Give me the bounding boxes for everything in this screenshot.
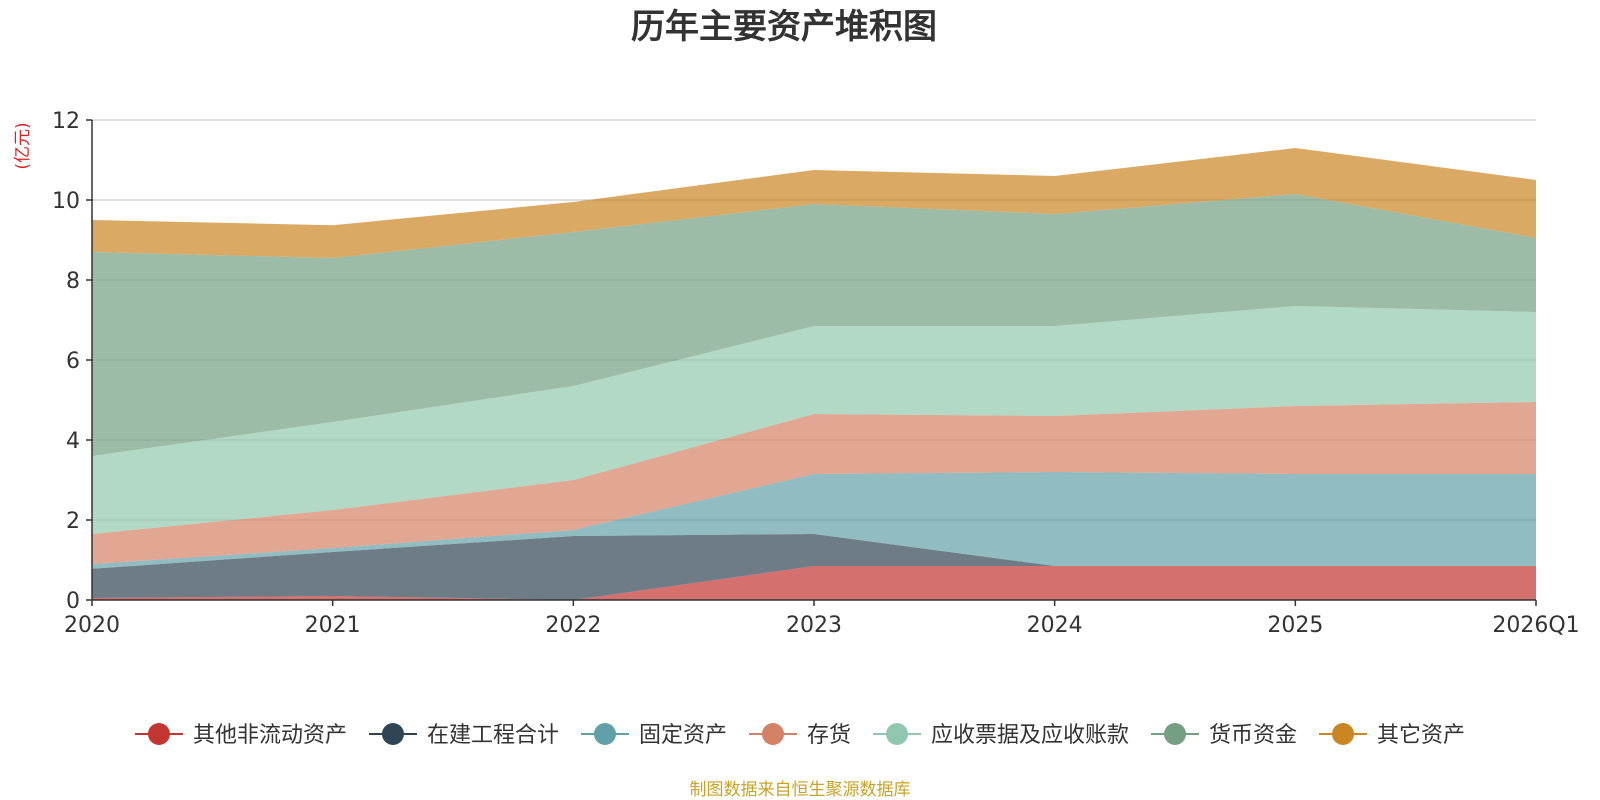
legend-item-6[interactable]: 其它资产	[1319, 723, 1465, 748]
y-tick-label-0: 0	[66, 589, 80, 614]
legend-label-2: 固定资产	[639, 723, 727, 748]
legend-marker-2	[593, 723, 616, 745]
legend-marker-4	[886, 723, 909, 745]
area-series-0	[92, 566, 1536, 600]
x-tick-label-2: 2022	[545, 613, 601, 638]
x-tick-label-0: 2020	[64, 613, 120, 638]
area-series-3	[92, 402, 1536, 564]
legend-label-0: 其他非流动资产	[193, 723, 347, 748]
x-tick-label-6: 2026Q1	[1492, 613, 1579, 638]
chart-title: 历年主要资产堆积图	[631, 7, 937, 47]
legend-item-1[interactable]: 在建工程合计	[368, 723, 559, 748]
legend-marker-3	[761, 723, 784, 745]
x-tick-label-4: 2024	[1027, 613, 1083, 638]
area-series-2	[92, 472, 1536, 569]
legend-marker-1	[381, 723, 404, 745]
legend-item-3[interactable]: 存货	[748, 723, 851, 748]
y-tick-label-2: 4	[66, 429, 80, 454]
x-tick-label-1: 2021	[305, 613, 361, 638]
legend-marker-6	[1332, 723, 1355, 745]
axes: 0 2 4 6 8 10 12 2020 2021 2022 2023 2024 2025 2026Q1	[52, 109, 1580, 638]
y-tick-label-5: 10	[52, 189, 80, 214]
area-series-5	[92, 194, 1536, 456]
source-note: 制图数据来自恒生聚源数据库	[690, 780, 911, 800]
area-series-1	[92, 534, 1536, 600]
y-tick-label-6: 12	[52, 109, 80, 134]
legend-item-0[interactable]: 其他非流动资产	[134, 723, 347, 748]
area-series-4	[92, 306, 1536, 534]
legend-marker-0	[147, 723, 170, 745]
legend-item-4[interactable]: 应收票据及应收账款	[873, 723, 1129, 748]
y-axis-label: (亿元)	[13, 122, 33, 169]
area-series-6	[92, 148, 1536, 258]
legend-label-6: 其它资产	[1377, 723, 1465, 748]
legend-item-5[interactable]: 货币资金	[1151, 723, 1297, 748]
y-tick-label-3: 6	[66, 349, 80, 374]
x-tick-label-5: 2025	[1267, 613, 1323, 638]
legend-label-1: 在建工程合计	[427, 723, 559, 748]
legend-label-4: 应收票据及应收账款	[931, 723, 1129, 748]
x-tick-label-3: 2023	[786, 613, 842, 638]
legend-item-2[interactable]: 固定资产	[580, 723, 727, 748]
y-tick-label-4: 8	[66, 269, 80, 294]
legend-label-5: 货币资金	[1209, 723, 1297, 748]
y-tick-label-1: 2	[66, 509, 80, 534]
legend[interactable]: 其他非流动资产 在建工程合计 固定资产 存货 应收票据及应收账款 货币资金 其它资产	[134, 723, 1465, 748]
legend-marker-5	[1164, 723, 1187, 745]
area-series	[92, 148, 1536, 600]
legend-label-3: 存货	[807, 723, 851, 748]
